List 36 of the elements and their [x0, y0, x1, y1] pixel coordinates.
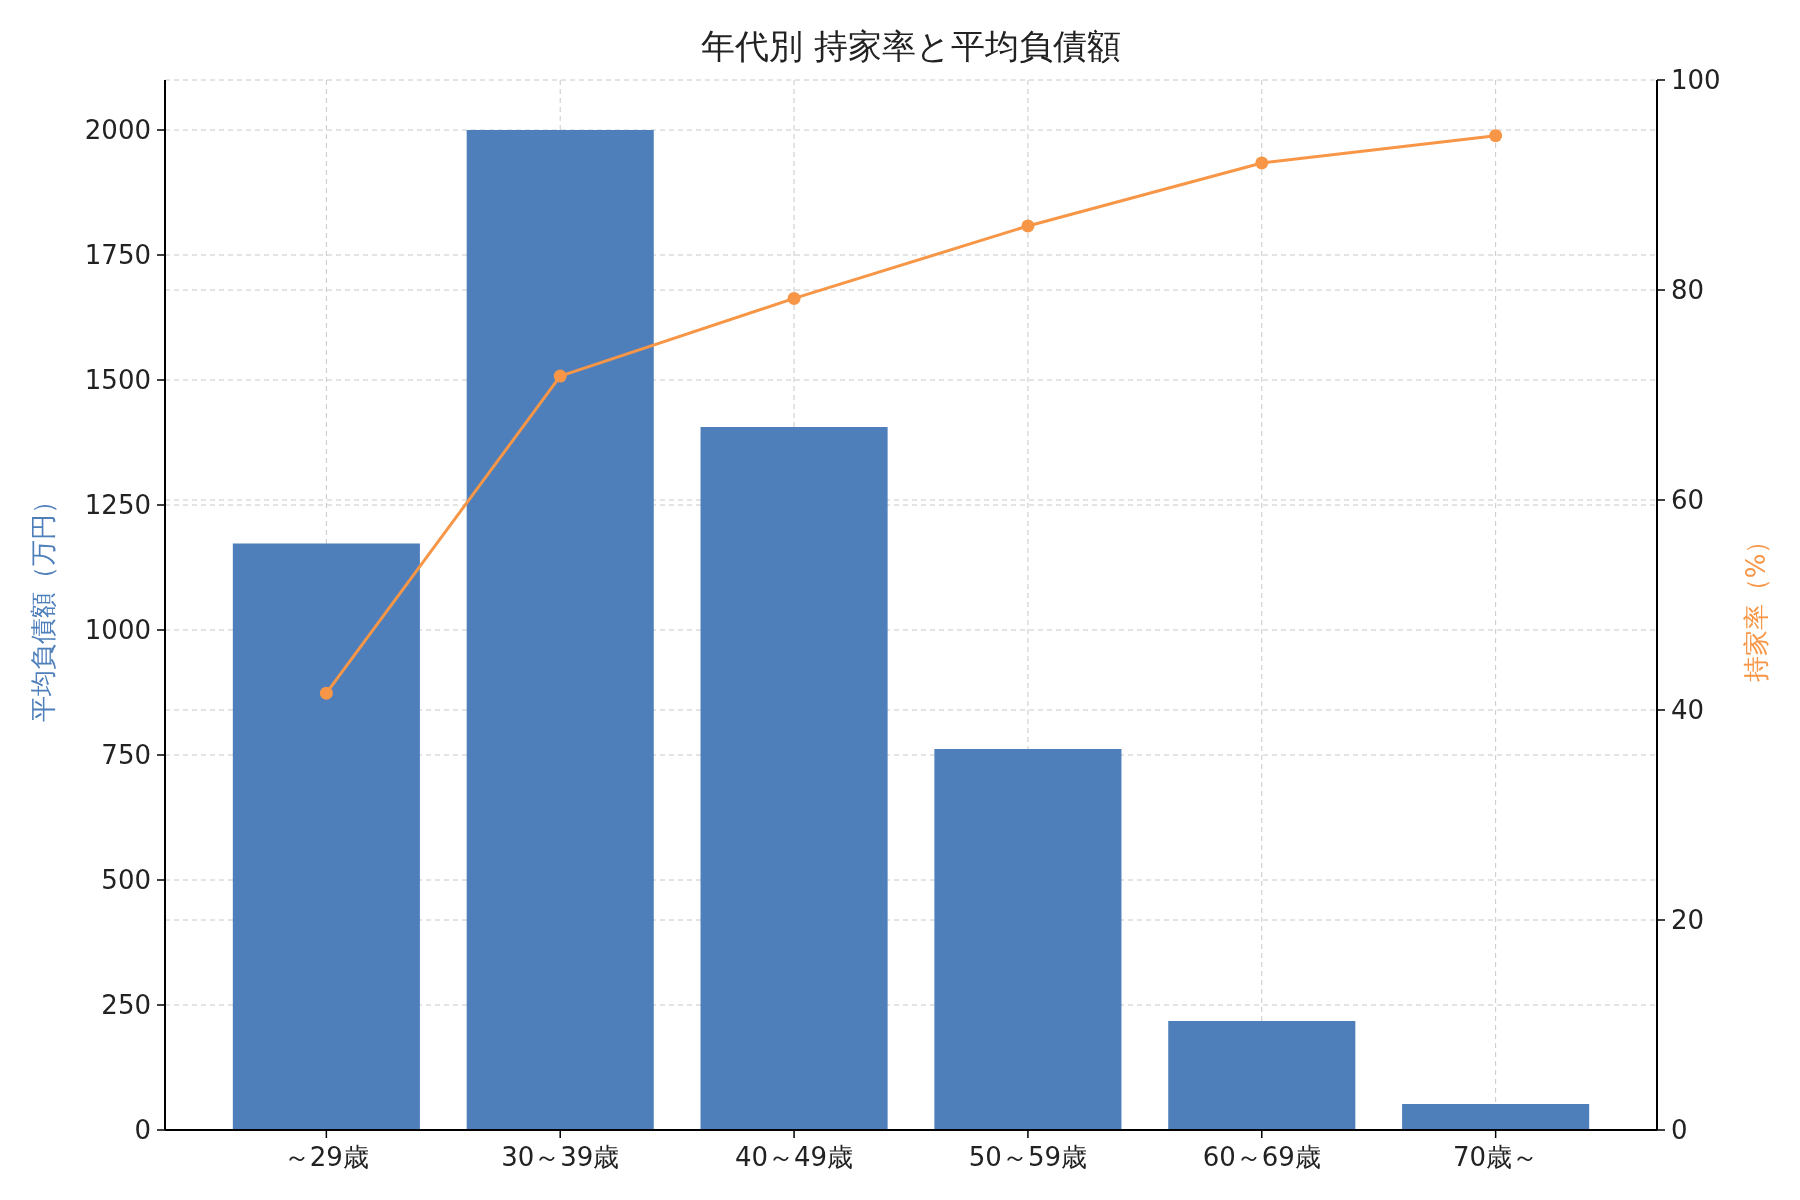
y-tick-label: 1750 [84, 240, 151, 270]
chart-title: 年代別 持家率と平均負債額 [701, 26, 1121, 66]
point [787, 291, 801, 305]
point [553, 369, 567, 383]
y2-tick-label: 100 [1671, 65, 1721, 95]
x-tick-label: 60～69歳 [1202, 1142, 1321, 1172]
y2-tick-label: 20 [1671, 905, 1705, 935]
y-tick-label: 0 [134, 1115, 151, 1145]
y-tick-label: 1000 [84, 615, 151, 645]
y2-tick-label: 60 [1671, 485, 1705, 515]
x-tick-label: 30～39歳 [501, 1142, 620, 1172]
bar [700, 427, 888, 1130]
y-axis-title: 平均負債額（万円） [28, 488, 58, 722]
y-tick-label: 250 [101, 990, 151, 1020]
y-tick-label: 1500 [84, 365, 151, 395]
bar [232, 543, 420, 1130]
y2-tick-label: 80 [1671, 275, 1705, 305]
x-tick-label: 40～49歳 [734, 1142, 854, 1172]
x-tick-label: ～29歳 [283, 1142, 369, 1172]
point [1255, 156, 1269, 170]
y2-tick-label: 0 [1671, 1115, 1688, 1145]
y-tick-label: 750 [101, 740, 151, 770]
y-tick-label: 1250 [84, 490, 151, 520]
x-tick-label: 70歳～ [1453, 1142, 1539, 1172]
x-tick-label: 50～59歳 [968, 1142, 1088, 1172]
y2-axis-title: 持家率（%） [1741, 527, 1771, 683]
bar [1168, 1021, 1356, 1130]
bar [466, 130, 654, 1130]
point [1489, 129, 1503, 143]
bar [1402, 1104, 1590, 1130]
y2-tick-label: 40 [1671, 695, 1705, 725]
point [319, 686, 333, 700]
bar [934, 749, 1122, 1130]
y-tick-label: 500 [101, 865, 151, 895]
y-tick-label: 2000 [84, 115, 151, 145]
point [1021, 219, 1035, 233]
